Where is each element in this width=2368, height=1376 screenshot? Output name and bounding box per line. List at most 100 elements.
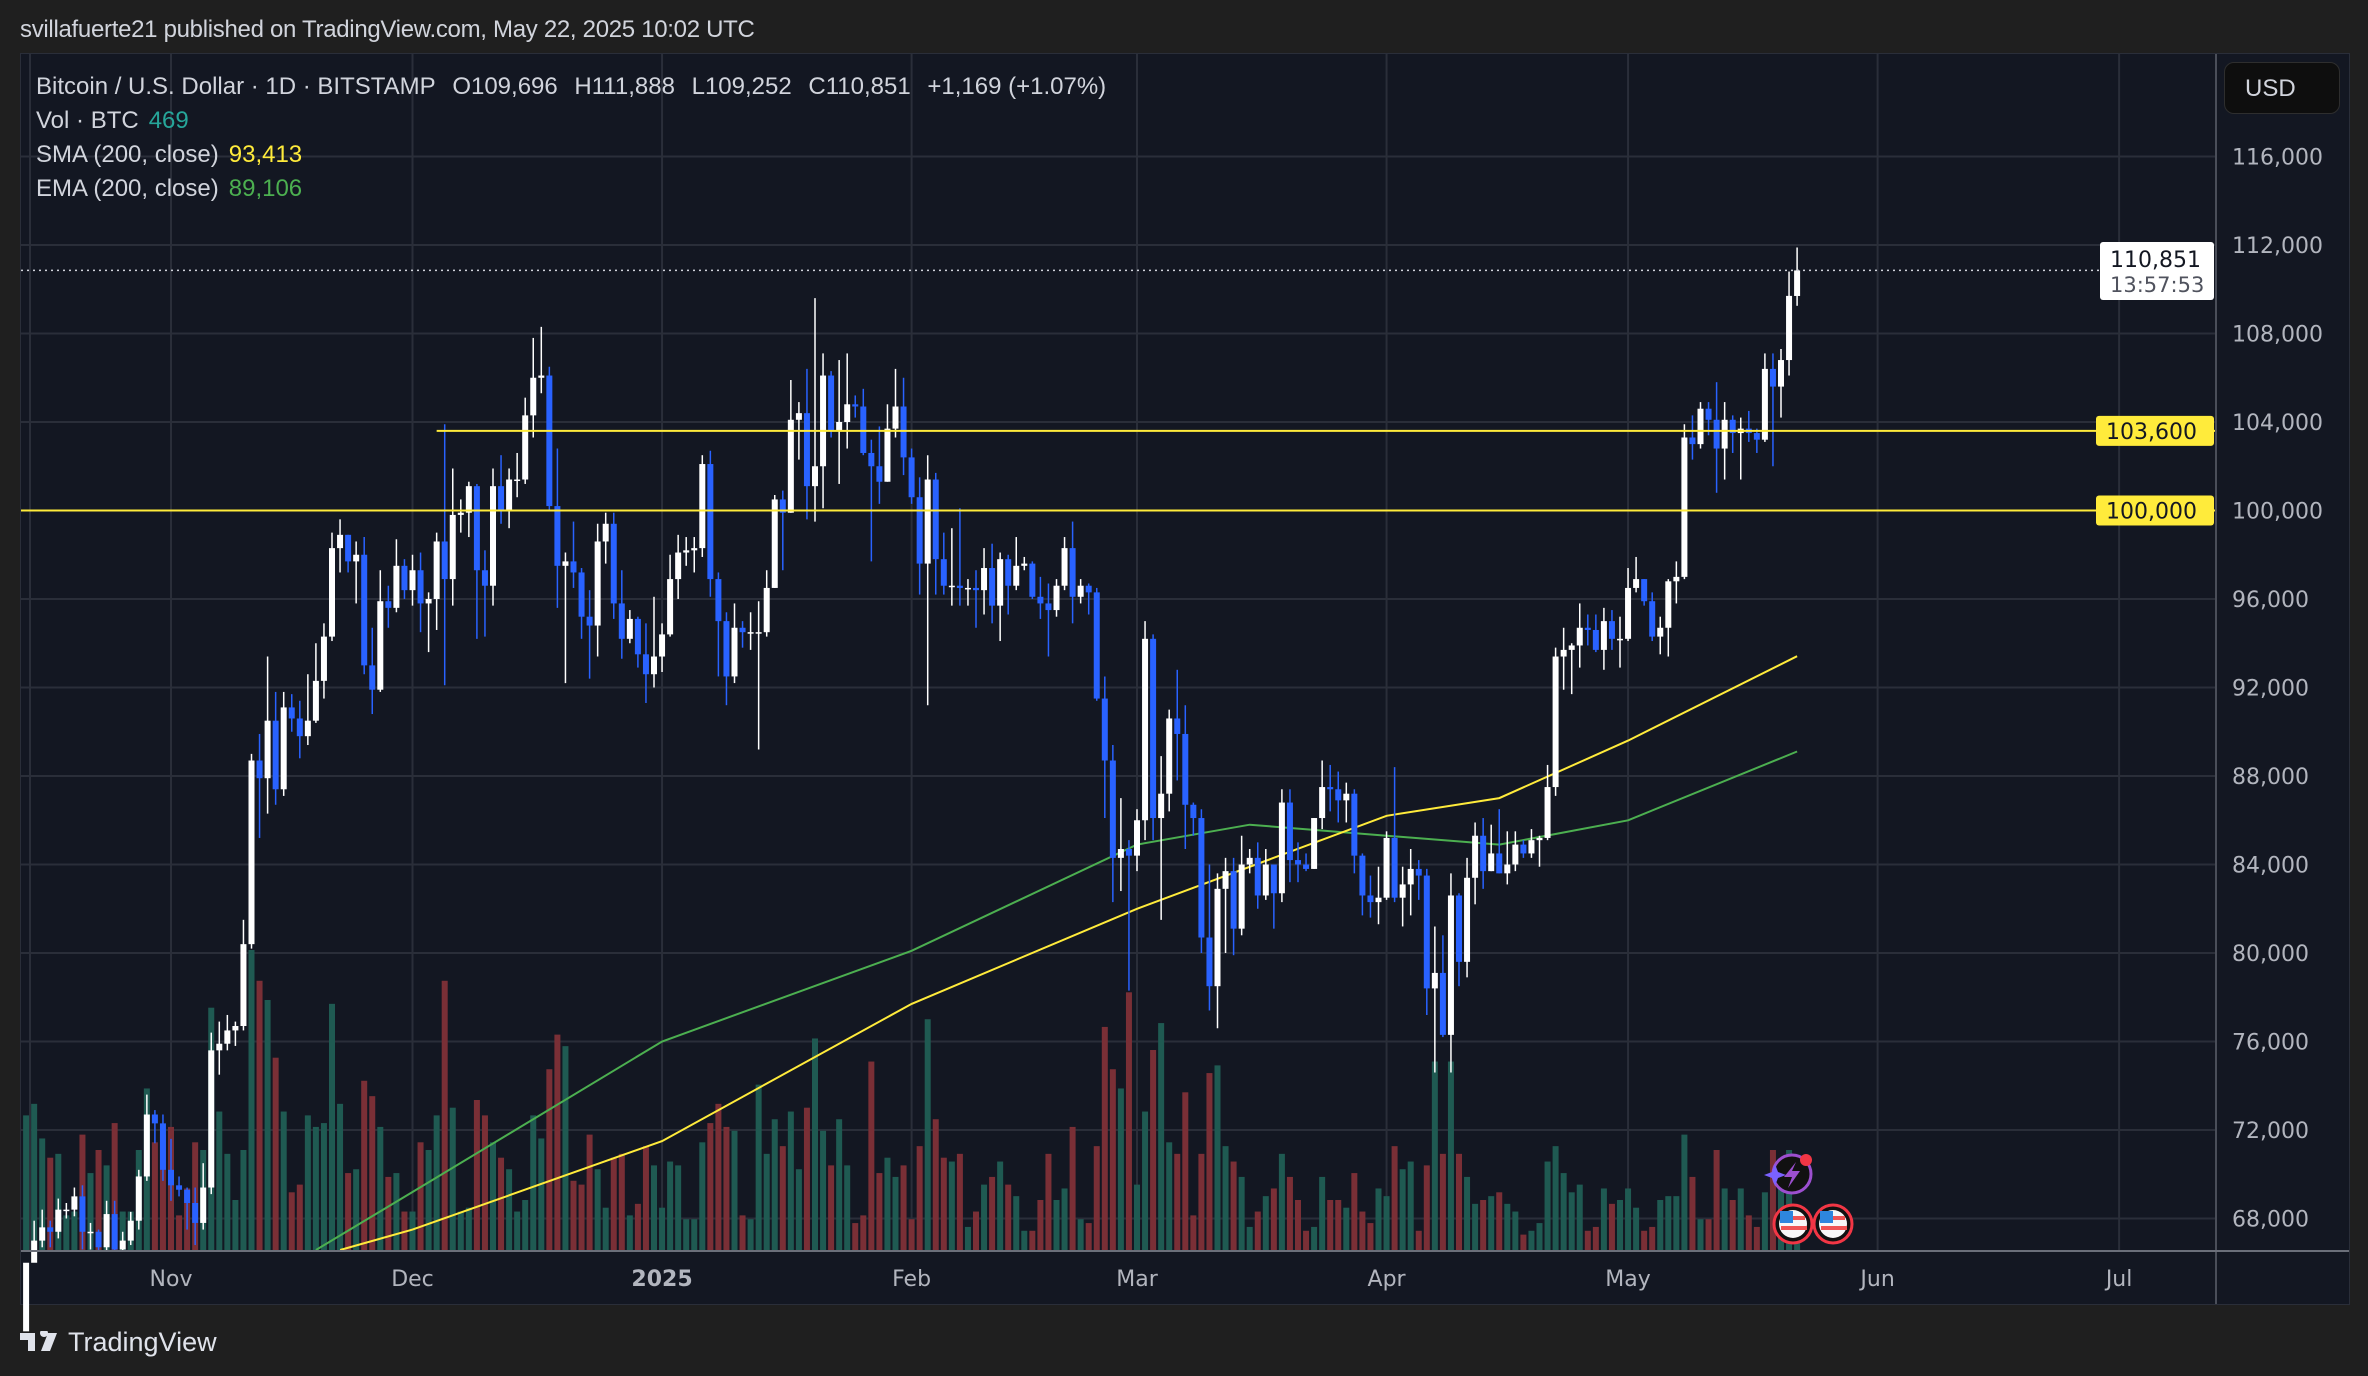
candle[interactable] [1753,428,1760,453]
candle[interactable] [1745,410,1752,442]
candle[interactable] [1367,875,1374,918]
candle[interactable] [1794,247,1801,306]
candle[interactable] [224,1014,231,1051]
candle[interactable] [1488,824,1495,872]
candle[interactable] [659,623,666,673]
candle[interactable] [675,534,682,599]
candle[interactable] [1077,579,1084,604]
candle[interactable] [1214,873,1221,1029]
candle[interactable] [554,448,561,608]
candle[interactable] [1150,634,1157,841]
candle[interactable] [1109,745,1116,903]
candle[interactable] [1399,866,1406,927]
candle[interactable] [345,534,352,573]
candle[interactable] [683,537,690,566]
candle[interactable] [1198,809,1205,953]
candle[interactable] [184,1187,191,1230]
candle[interactable] [651,596,657,688]
candle[interactable] [1174,669,1181,781]
candle[interactable] [473,483,480,639]
candle[interactable] [1761,353,1768,442]
candle[interactable] [87,1222,94,1250]
ema-indicator-row[interactable]: EMA (200, close) 89,106 [36,172,1116,206]
candle[interactable] [159,1114,166,1181]
candle[interactable] [1608,610,1615,650]
candle[interactable] [562,552,569,684]
candle[interactable] [1512,831,1519,872]
candle[interactable] [71,1187,78,1217]
candle[interactable] [634,616,641,668]
candle[interactable] [1786,271,1793,376]
candle[interactable] [498,455,505,524]
candle[interactable] [490,468,496,606]
candle[interactable] [481,550,488,637]
candle[interactable] [916,477,923,595]
candle[interactable] [1576,603,1583,668]
candle[interactable] [320,623,327,699]
candle[interactable] [1166,709,1173,812]
candle[interactable] [731,603,738,684]
candle[interactable] [997,552,1004,642]
candle[interactable] [256,733,263,838]
candle[interactable] [1464,857,1471,978]
candle[interactable] [1069,521,1076,624]
candle[interactable] [755,601,762,750]
sma-indicator-row[interactable]: SMA (200, close) 93,413 [36,138,1116,172]
candle[interactable] [1673,561,1680,604]
candle[interactable] [1552,647,1559,796]
candle[interactable] [433,532,440,630]
candle[interactable] [1270,864,1277,929]
candle[interactable] [860,388,867,456]
candle[interactable] [964,579,971,606]
candle[interactable] [135,1169,142,1230]
volume-indicator-row[interactable]: Vol · BTC 469 [36,104,1116,138]
candle[interactable] [876,426,883,504]
candle[interactable] [168,1138,174,1201]
candle[interactable] [1190,802,1197,836]
candle[interactable] [1496,809,1503,874]
candle[interactable] [1375,866,1382,925]
candle[interactable] [1327,764,1334,812]
candle[interactable] [1560,627,1567,690]
candle[interactable] [1689,415,1696,460]
candle[interactable] [1641,579,1648,606]
candle[interactable] [739,621,746,648]
candle[interactable] [514,452,521,498]
candle[interactable] [1230,857,1237,956]
candle[interactable] [884,404,891,482]
candle[interactable] [1295,842,1301,883]
candle[interactable] [570,521,577,588]
candle[interactable] [1351,789,1358,874]
candle[interactable] [723,612,730,706]
candle[interactable] [361,537,368,675]
candle[interactable] [425,592,432,653]
candle[interactable] [844,353,851,449]
candle[interactable] [1480,818,1487,889]
candle[interactable] [578,568,585,639]
candle[interactable] [626,610,633,644]
candle[interactable] [1029,561,1036,599]
candle[interactable] [1142,621,1149,841]
candle[interactable] [232,1021,239,1046]
candle[interactable] [1206,864,1213,1011]
candle[interactable] [1439,935,1446,1038]
candle[interactable] [63,1203,70,1219]
candle[interactable] [763,570,770,637]
candle[interactable] [803,368,810,520]
candle[interactable] [586,590,593,679]
candle[interactable] [1037,576,1044,619]
candle[interactable] [304,674,311,746]
candle[interactable] [127,1211,134,1246]
candle[interactable] [1729,415,1736,453]
candle[interactable] [1134,809,1140,872]
candle[interactable] [868,439,875,562]
candle[interactable] [1383,831,1390,900]
candle[interactable] [1472,822,1479,905]
candle[interactable] [1391,767,1398,903]
candle[interactable] [240,919,247,1031]
candle[interactable] [610,512,617,619]
candle[interactable] [1311,818,1318,869]
candle[interactable] [538,326,545,394]
candle[interactable] [618,570,625,659]
candle[interactable] [1125,840,1132,991]
